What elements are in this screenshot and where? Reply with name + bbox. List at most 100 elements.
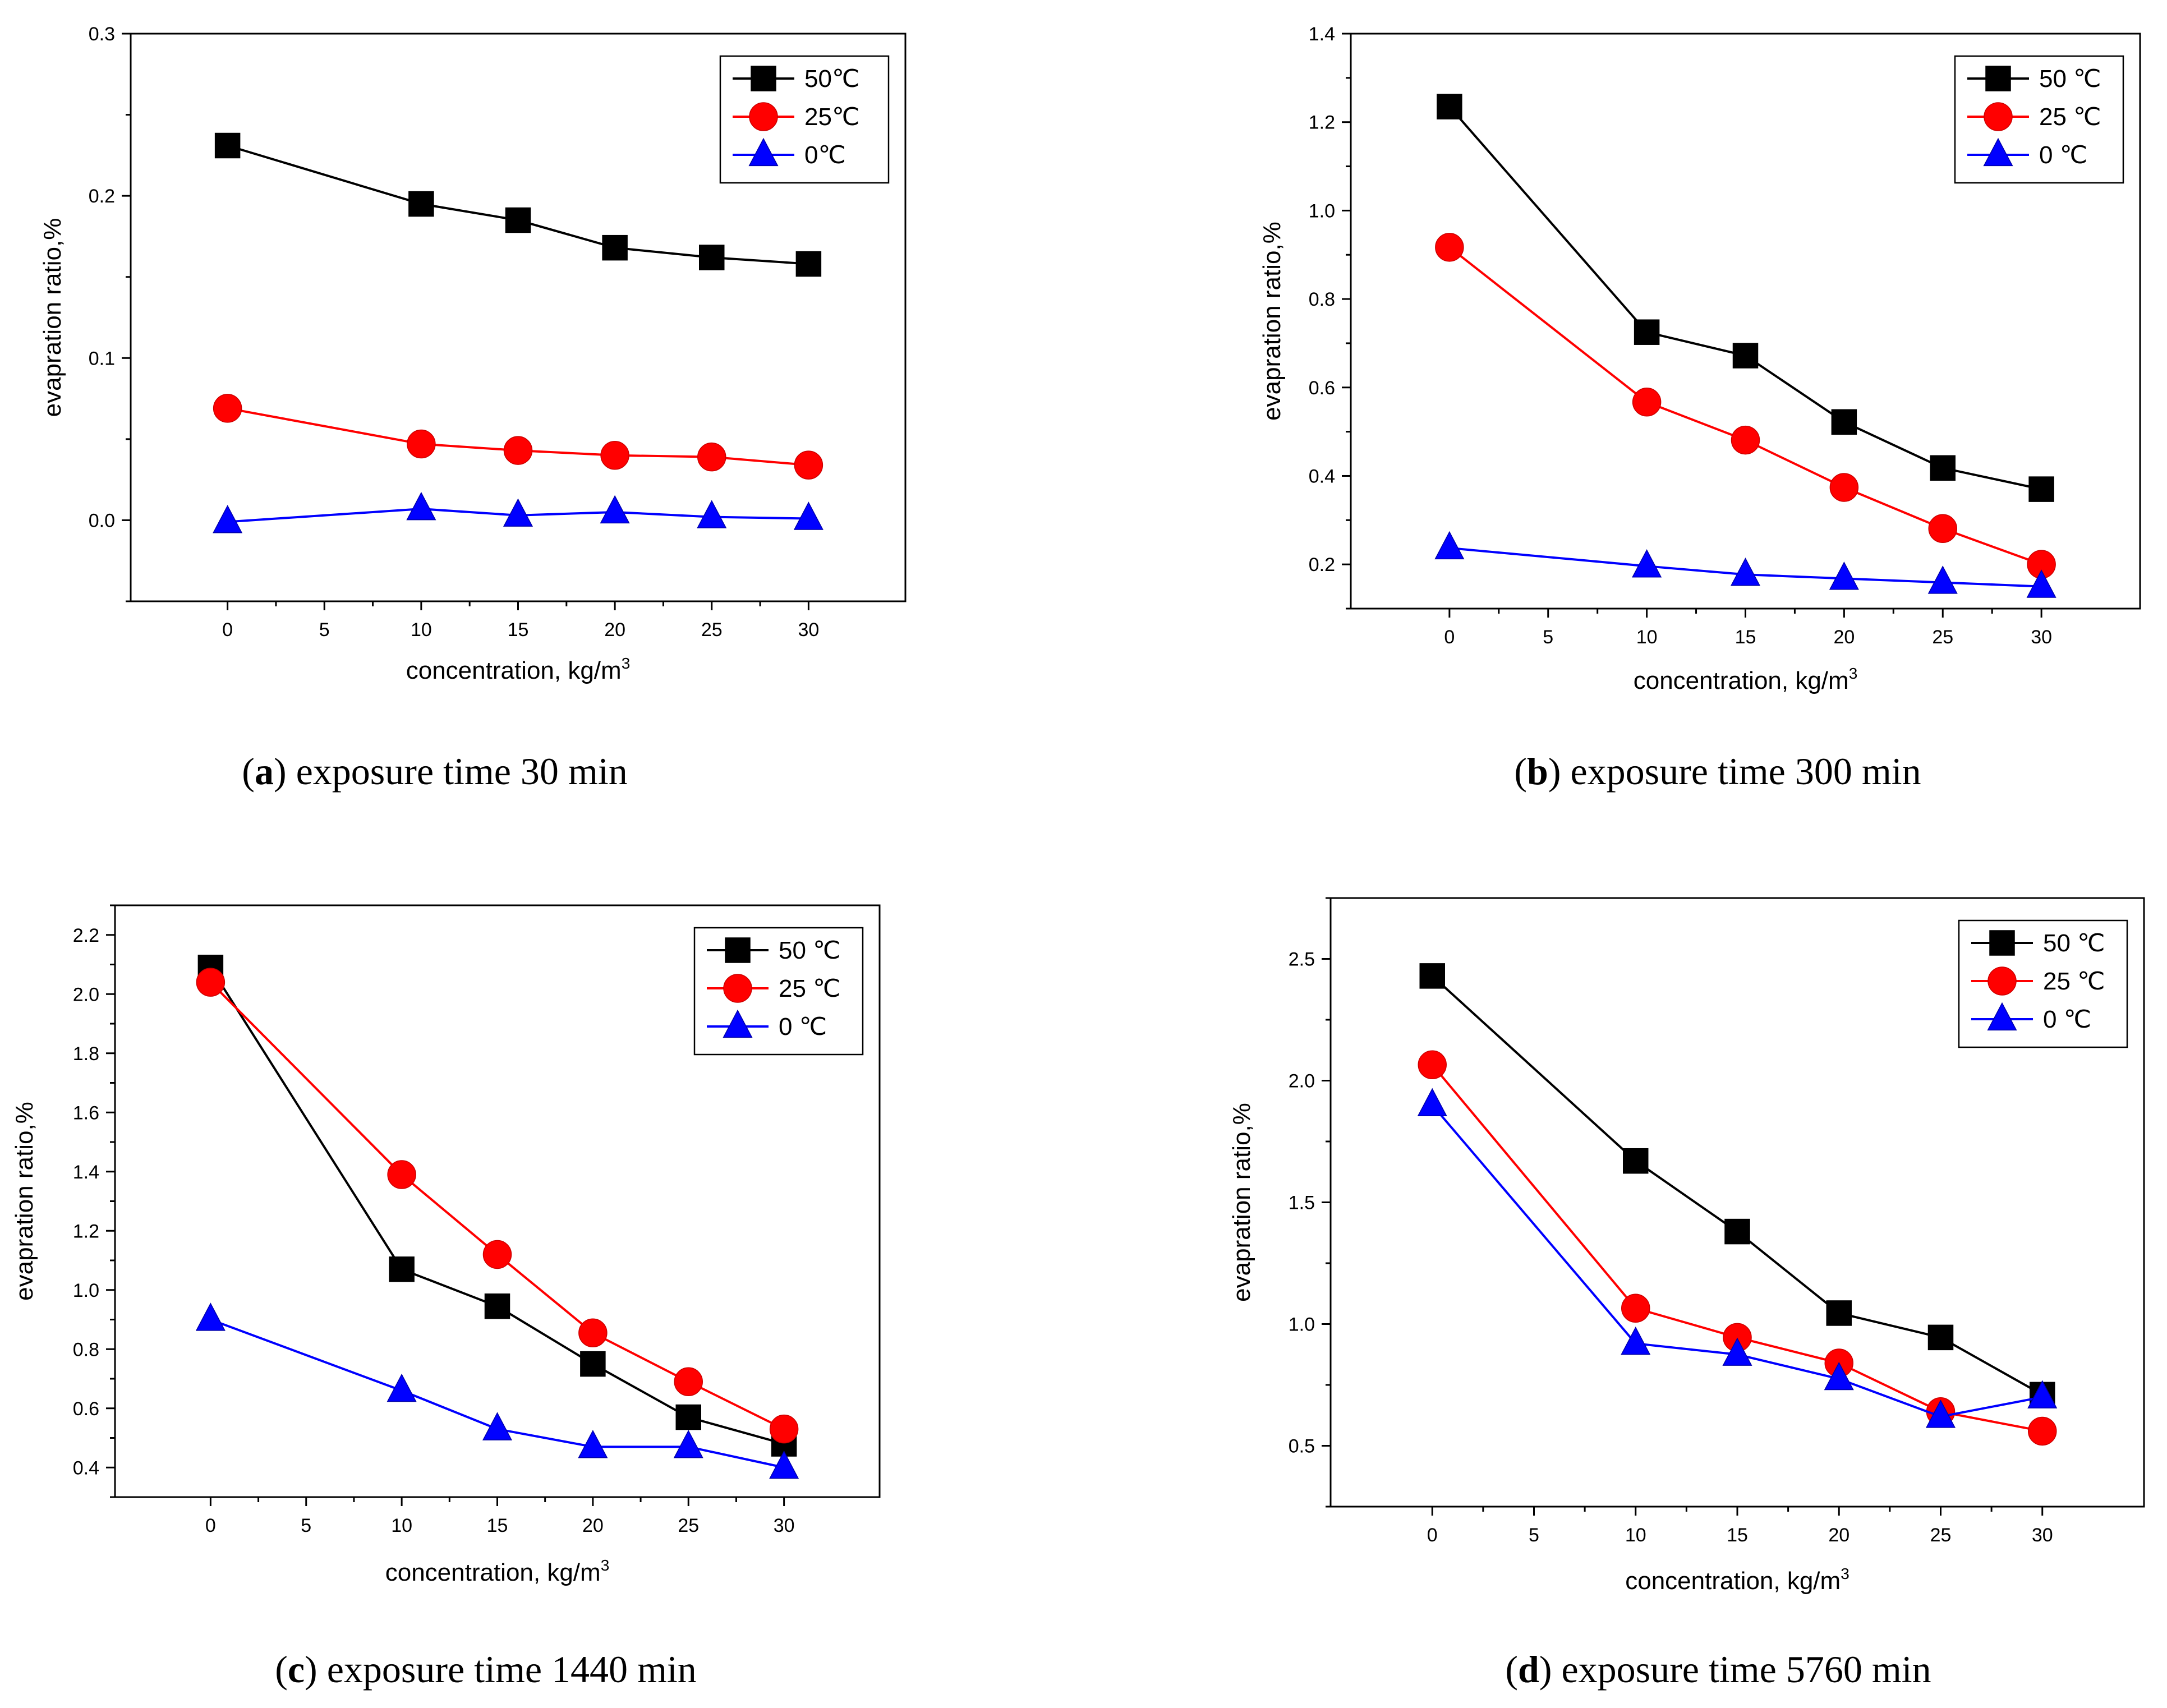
legend-label: 0 ℃ xyxy=(2039,141,2087,169)
data-point-circle xyxy=(213,394,242,423)
y-tick-label: 0.2 xyxy=(1309,554,1335,576)
data-point-triangle xyxy=(213,505,243,533)
x-tick-label: 10 xyxy=(1625,1525,1646,1546)
y-tick-label: 0.0 xyxy=(89,510,115,531)
y-tick-label: 1.0 xyxy=(1309,200,1335,222)
x-tick-label: 0 xyxy=(1427,1525,1438,1546)
data-point-square xyxy=(1826,1300,1852,1326)
caption-text: exposure time 300 min xyxy=(1571,750,1921,793)
x-tick-label: 25 xyxy=(701,619,723,641)
legend: 50 ℃ 25 ℃ 0 ℃ xyxy=(1958,919,2128,1048)
legend-box xyxy=(1958,919,2128,1048)
caption-letter: d xyxy=(1518,1648,1539,1691)
y-tick-label: 0.2 xyxy=(89,186,115,207)
legend-marker-square xyxy=(725,937,751,963)
caption-paren: ) xyxy=(305,1648,327,1691)
x-tick-label: 5 xyxy=(1543,627,1553,648)
legend-marker-square xyxy=(1985,66,2011,91)
data-point-triangle xyxy=(406,491,436,521)
legend-box xyxy=(693,927,864,1056)
chart-panel-a: 0 5 10 15 20 25 30 0.0 0.1 0.2 0.3 concentration, k… xyxy=(39,24,907,793)
legend-label: 25 ℃ xyxy=(779,975,841,1002)
data-point-square xyxy=(2028,476,2054,502)
legend-label: 50℃ xyxy=(804,65,859,93)
data-point-triangle xyxy=(195,1302,226,1331)
caption-paren: ( xyxy=(275,1648,288,1691)
data-point-square xyxy=(1927,1324,1954,1351)
legend-marker-triangle xyxy=(1983,137,2013,167)
data-point-triangle xyxy=(503,498,533,527)
caption-letter: b xyxy=(1527,750,1548,793)
data-point-triangle xyxy=(1824,1361,1854,1391)
legend-label: 0 ℃ xyxy=(779,1013,827,1041)
y-tick-label: 0.4 xyxy=(73,1457,99,1479)
x-tick-label: 10 xyxy=(391,1515,412,1536)
data-point-circle xyxy=(482,1240,512,1269)
y-tick-label: 0.3 xyxy=(89,24,115,45)
x-tick-label: 25 xyxy=(1930,1525,1952,1546)
legend-marker-triangle xyxy=(1987,1002,2017,1031)
caption-paren: ( xyxy=(242,750,255,793)
data-point-square xyxy=(1437,94,1462,119)
legend-marker-triangle xyxy=(748,137,779,167)
y-tick-label: 1.0 xyxy=(1289,1314,1315,1336)
caption-text: exposure time 30 min xyxy=(296,750,628,793)
y-tick-label: 0.1 xyxy=(89,348,115,369)
x-tick-label: 30 xyxy=(2032,1525,2053,1546)
y-tick-label: 0.4 xyxy=(1309,466,1335,487)
x-axis-title-superscript: 3 xyxy=(622,655,631,672)
legend-label: 25 ℃ xyxy=(2039,103,2101,131)
data-point-square xyxy=(1724,1218,1750,1245)
x-tick-label: 0 xyxy=(222,619,233,641)
y-tick-label: 1.4 xyxy=(73,1162,99,1183)
x-tick-label: 5 xyxy=(301,1515,311,1536)
x-tick-label: 30 xyxy=(798,619,819,641)
data-point-circle xyxy=(794,450,823,480)
data-point-triangle xyxy=(1621,1326,1651,1355)
series-line-red xyxy=(1431,1064,2043,1433)
panel-caption: (c) exposure time 1440 min xyxy=(275,1648,697,1691)
data-point-triangle xyxy=(1730,558,1761,586)
series-line-red xyxy=(1448,246,2042,566)
y-tick-label: 2.0 xyxy=(73,984,99,1005)
series-line-black xyxy=(227,144,809,265)
data-point-square xyxy=(408,191,434,217)
x-tick-label: 20 xyxy=(1833,627,1855,648)
data-point-square xyxy=(1623,1148,1649,1174)
y-tick-label: 1.6 xyxy=(73,1102,99,1124)
data-point-triangle xyxy=(578,1430,608,1458)
data-point-circle xyxy=(1829,473,1859,502)
y-tick-label: 0.6 xyxy=(73,1398,99,1420)
data-point-square xyxy=(1930,455,1956,481)
x-tick-label: 20 xyxy=(1828,1525,1849,1546)
series-line-blue xyxy=(227,508,809,523)
data-point-triangle xyxy=(1722,1337,1752,1366)
y-tick-label: 2.5 xyxy=(1289,949,1315,970)
data-point-square xyxy=(795,251,822,277)
data-point-circle xyxy=(407,429,436,459)
x-axis-title-text: concentration, kg/m xyxy=(385,1559,601,1586)
caption-text: exposure time 5760 min xyxy=(1562,1648,1931,1691)
y-tick-label: 2.2 xyxy=(73,925,99,946)
x-axis-title: concentration, kg/m3 xyxy=(1634,665,1858,694)
data-point-triangle xyxy=(1927,565,1958,594)
series-line-blue xyxy=(1431,1104,2043,1418)
legend-label: 0℃ xyxy=(804,141,846,169)
series-line-red xyxy=(209,981,785,1430)
data-point-square xyxy=(1831,409,1857,435)
panel-caption: (d) exposure time 5760 min xyxy=(1505,1648,1931,1691)
y-axis-title: evapration ratio,% xyxy=(11,1102,38,1301)
data-point-circle xyxy=(1435,233,1464,262)
caption-paren: ) xyxy=(1548,750,1571,793)
data-point-square xyxy=(699,245,725,270)
data-point-triangle xyxy=(2026,569,2056,598)
data-point-circle xyxy=(196,968,226,997)
chart-panel-d: 0 5 10 15 20 25 30 0.5 1.0 1.5 2.0 2.5 concentration… xyxy=(1228,897,2145,1691)
data-point-circle xyxy=(697,442,726,472)
data-point-circle xyxy=(600,441,629,470)
data-point-triangle xyxy=(387,1373,417,1402)
data-point-triangle xyxy=(1829,561,1859,590)
data-point-circle xyxy=(503,436,533,465)
y-tick-label: 1.2 xyxy=(73,1221,99,1242)
data-point-square xyxy=(1634,319,1660,345)
